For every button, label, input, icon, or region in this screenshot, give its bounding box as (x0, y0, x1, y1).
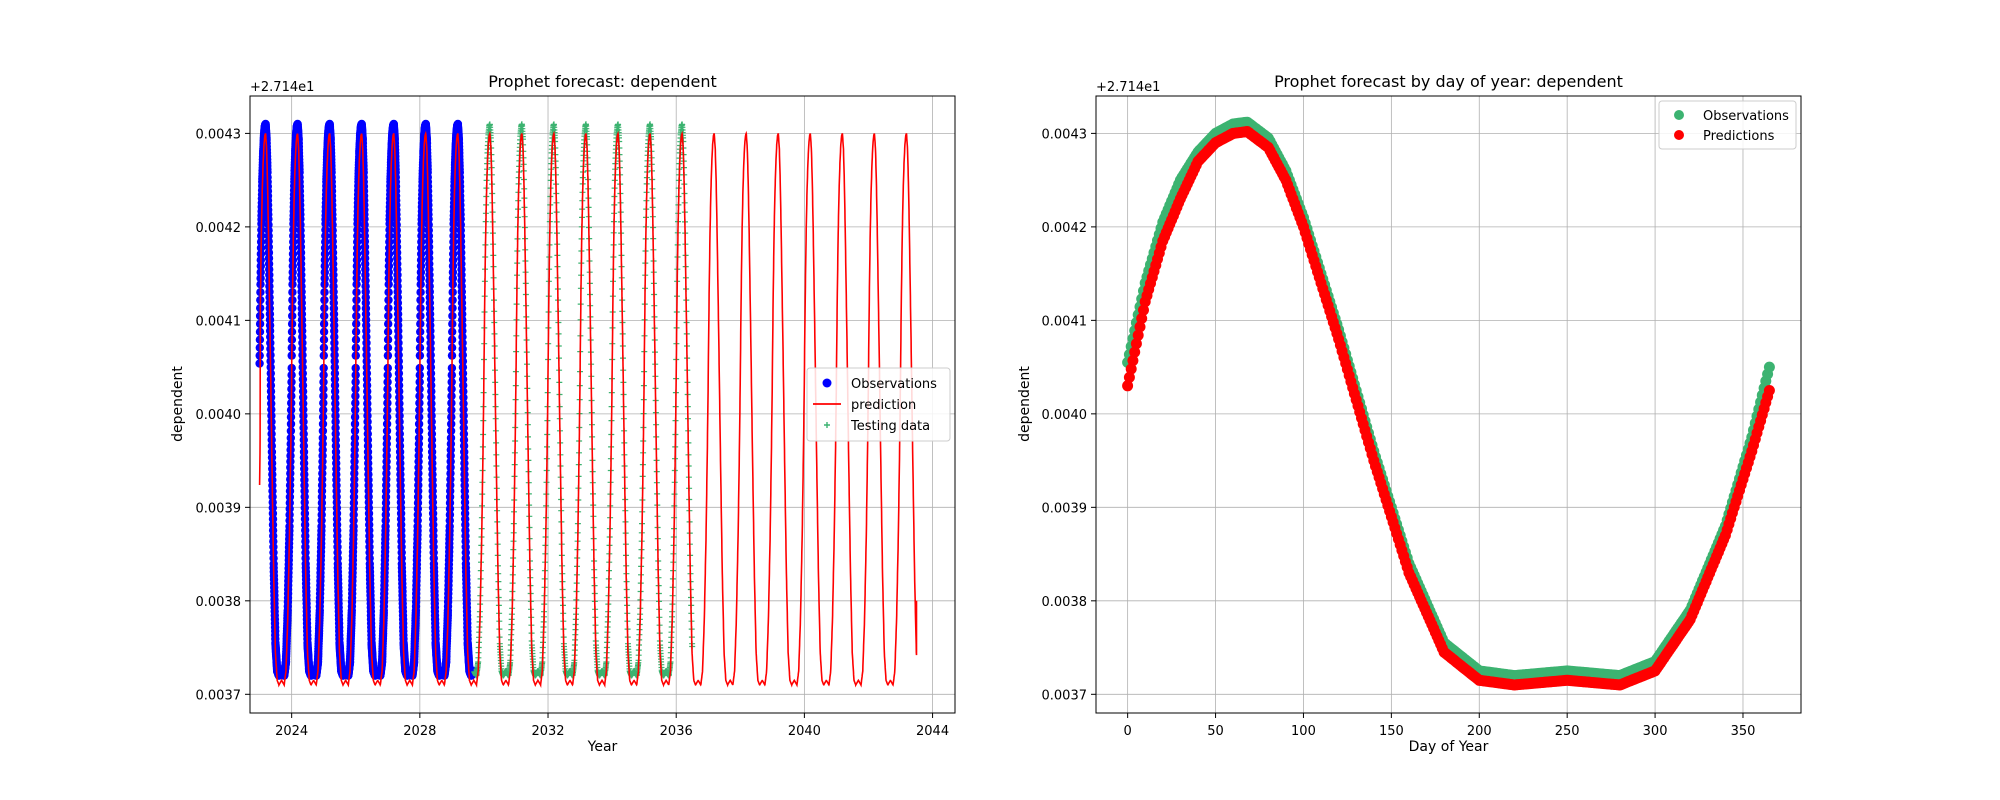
right-y-tick-label: 0.0037 (1042, 688, 1088, 703)
legend-observations-label: Observations (851, 377, 937, 392)
legend-right-observations-swatch (1674, 110, 1684, 120)
left-y-axis-label: dependent (170, 366, 186, 442)
legend-prediction-label: prediction (851, 398, 916, 413)
right-x-axis-label: Day of Year (1409, 739, 1489, 755)
legend-observations-swatch (822, 378, 832, 388)
left-x-axis-label: Year (587, 739, 618, 755)
right-x-tick-label: 150 (1379, 724, 1404, 739)
left-plot-area (255, 119, 918, 688)
legend-testing-data-label: Testing data (850, 419, 930, 434)
left-y-tick-label: 0.0043 (196, 127, 242, 142)
right-x-tick-label: 100 (1291, 724, 1316, 739)
right-prediction-point (1763, 385, 1775, 396)
right-y-tick-label: 0.0038 (1042, 595, 1088, 610)
right-y-axis-label: dependent (1017, 366, 1033, 442)
left-legend: Observations prediction Testing data (806, 367, 951, 442)
left-y-tick-label: 0.0042 (196, 221, 242, 236)
legend-right-predictions-swatch (1674, 130, 1684, 140)
left-x-tick-label: 2032 (531, 724, 564, 739)
right-x-tick-label: 300 (1643, 724, 1668, 739)
left-y-tick-label: 0.0040 (196, 408, 242, 423)
right-x-tick-label: 50 (1207, 724, 1224, 739)
left-x-tick-label: 2044 (916, 724, 949, 739)
left-y-offset-label: +2.714e1 (250, 80, 314, 95)
legend-right-predictions-label: Predictions (1703, 129, 1775, 144)
right-y-tick-label: 0.0042 (1042, 221, 1088, 236)
left-x-tick-label: 2036 (660, 724, 693, 739)
right-x-tick-label: 250 (1555, 724, 1580, 739)
right-y-offset-label: +2.714e1 (1096, 80, 1160, 95)
right-y-tick-label: 0.0043 (1042, 127, 1088, 142)
left-y-tick-label: 0.0039 (196, 501, 242, 516)
right-y-tick-label: 0.0039 (1042, 501, 1088, 516)
left-x-tick-label: 2040 (788, 724, 821, 739)
right-x-tick-label: 200 (1467, 724, 1492, 739)
right-x-tick-label: 0 (1124, 724, 1132, 739)
right-y-tick-label: 0.0040 (1042, 408, 1088, 423)
left-x-tick-label: 2028 (403, 724, 436, 739)
right-legend: Observations Predictions (1658, 100, 1797, 150)
right-y-tick-label: 0.0041 (1042, 314, 1088, 329)
legend-right-observations-label: Observations (1703, 109, 1789, 124)
left-chart-title: Prophet forecast: dependent (488, 72, 717, 91)
right-observation-point (1763, 361, 1775, 373)
left-x-tick-label: 2024 (275, 724, 308, 739)
left-y-tick-label: 0.0041 (196, 314, 242, 329)
left-chart: 2024 2028 2032 2036 2040 2044 0.0037 0.0038 0.00… (170, 72, 956, 755)
right-chart-title: Prophet forecast by day of year: depende… (1274, 72, 1623, 91)
left-y-tick-label: 0.0038 (196, 595, 242, 610)
left-y-tick-label: 0.0037 (196, 688, 242, 703)
right-x-tick-label: 350 (1731, 724, 1756, 739)
